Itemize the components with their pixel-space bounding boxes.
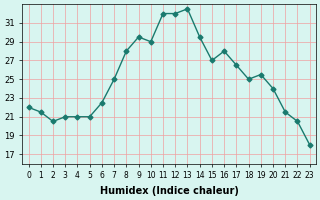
X-axis label: Humidex (Indice chaleur): Humidex (Indice chaleur) xyxy=(100,186,239,196)
